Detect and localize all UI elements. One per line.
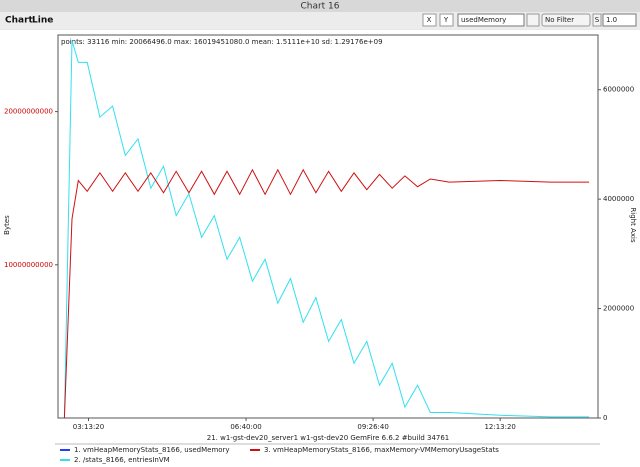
s-button[interactable]	[592, 13, 602, 27]
y-tick-label: 20000000000	[4, 108, 53, 116]
y2-tick-label: 2000000	[603, 305, 634, 313]
x-axis-label: 21. w1-gst-dev20_server1 w1-gst-dev20 Ge…	[207, 434, 450, 442]
y-label: Y	[443, 16, 449, 24]
y2-axis-label: Right Axis	[629, 207, 637, 243]
series-line	[63, 168, 590, 419]
y-axis-label: Bytes	[3, 215, 11, 235]
filter-text: No Filter	[545, 16, 574, 24]
s-field-text: 1.0	[606, 16, 617, 24]
y2-tick-label: 4000000	[603, 195, 634, 203]
x-label: X	[427, 16, 432, 24]
s-label: S	[595, 16, 600, 24]
y-field-text: usedMemory	[461, 16, 506, 24]
x-tick-label: 03:13:20	[73, 423, 104, 431]
y2-tick-label: 0	[603, 414, 607, 422]
title-bar	[0, 0, 640, 12]
x-tick-label: 06:40:00	[230, 423, 261, 431]
y-button[interactable]	[439, 13, 454, 27]
legend-label: 3. vmHeapMemoryStats_8166, maxMemory-VMM…	[264, 446, 499, 454]
x-button[interactable]	[422, 13, 437, 27]
s-field[interactable]	[602, 13, 637, 27]
filter-select[interactable]	[541, 13, 591, 27]
window-title: Chart 16	[300, 2, 339, 12]
legend-label: 2. /stats_8166, entriesInVM	[74, 456, 170, 464]
y2-tick-label: 6000000	[603, 86, 634, 94]
x-tick-label: 12:13:20	[484, 423, 515, 431]
menu-item[interactable]: Chart	[5, 16, 34, 26]
download-button[interactable]	[526, 13, 540, 27]
series-line	[63, 40, 590, 419]
x-tick-label: 09:26:40	[357, 423, 388, 431]
menu-item[interactable]: Line	[32, 16, 53, 26]
y-tick-label: 10000000000	[4, 261, 53, 269]
stats: points: 33116 min: 20066496.0 max: 16019…	[61, 38, 383, 46]
y-field[interactable]	[457, 13, 525, 27]
legend-label: 1. vmHeapMemoryStats_8166, usedMemory	[74, 446, 230, 454]
plot-area	[57, 34, 599, 419]
